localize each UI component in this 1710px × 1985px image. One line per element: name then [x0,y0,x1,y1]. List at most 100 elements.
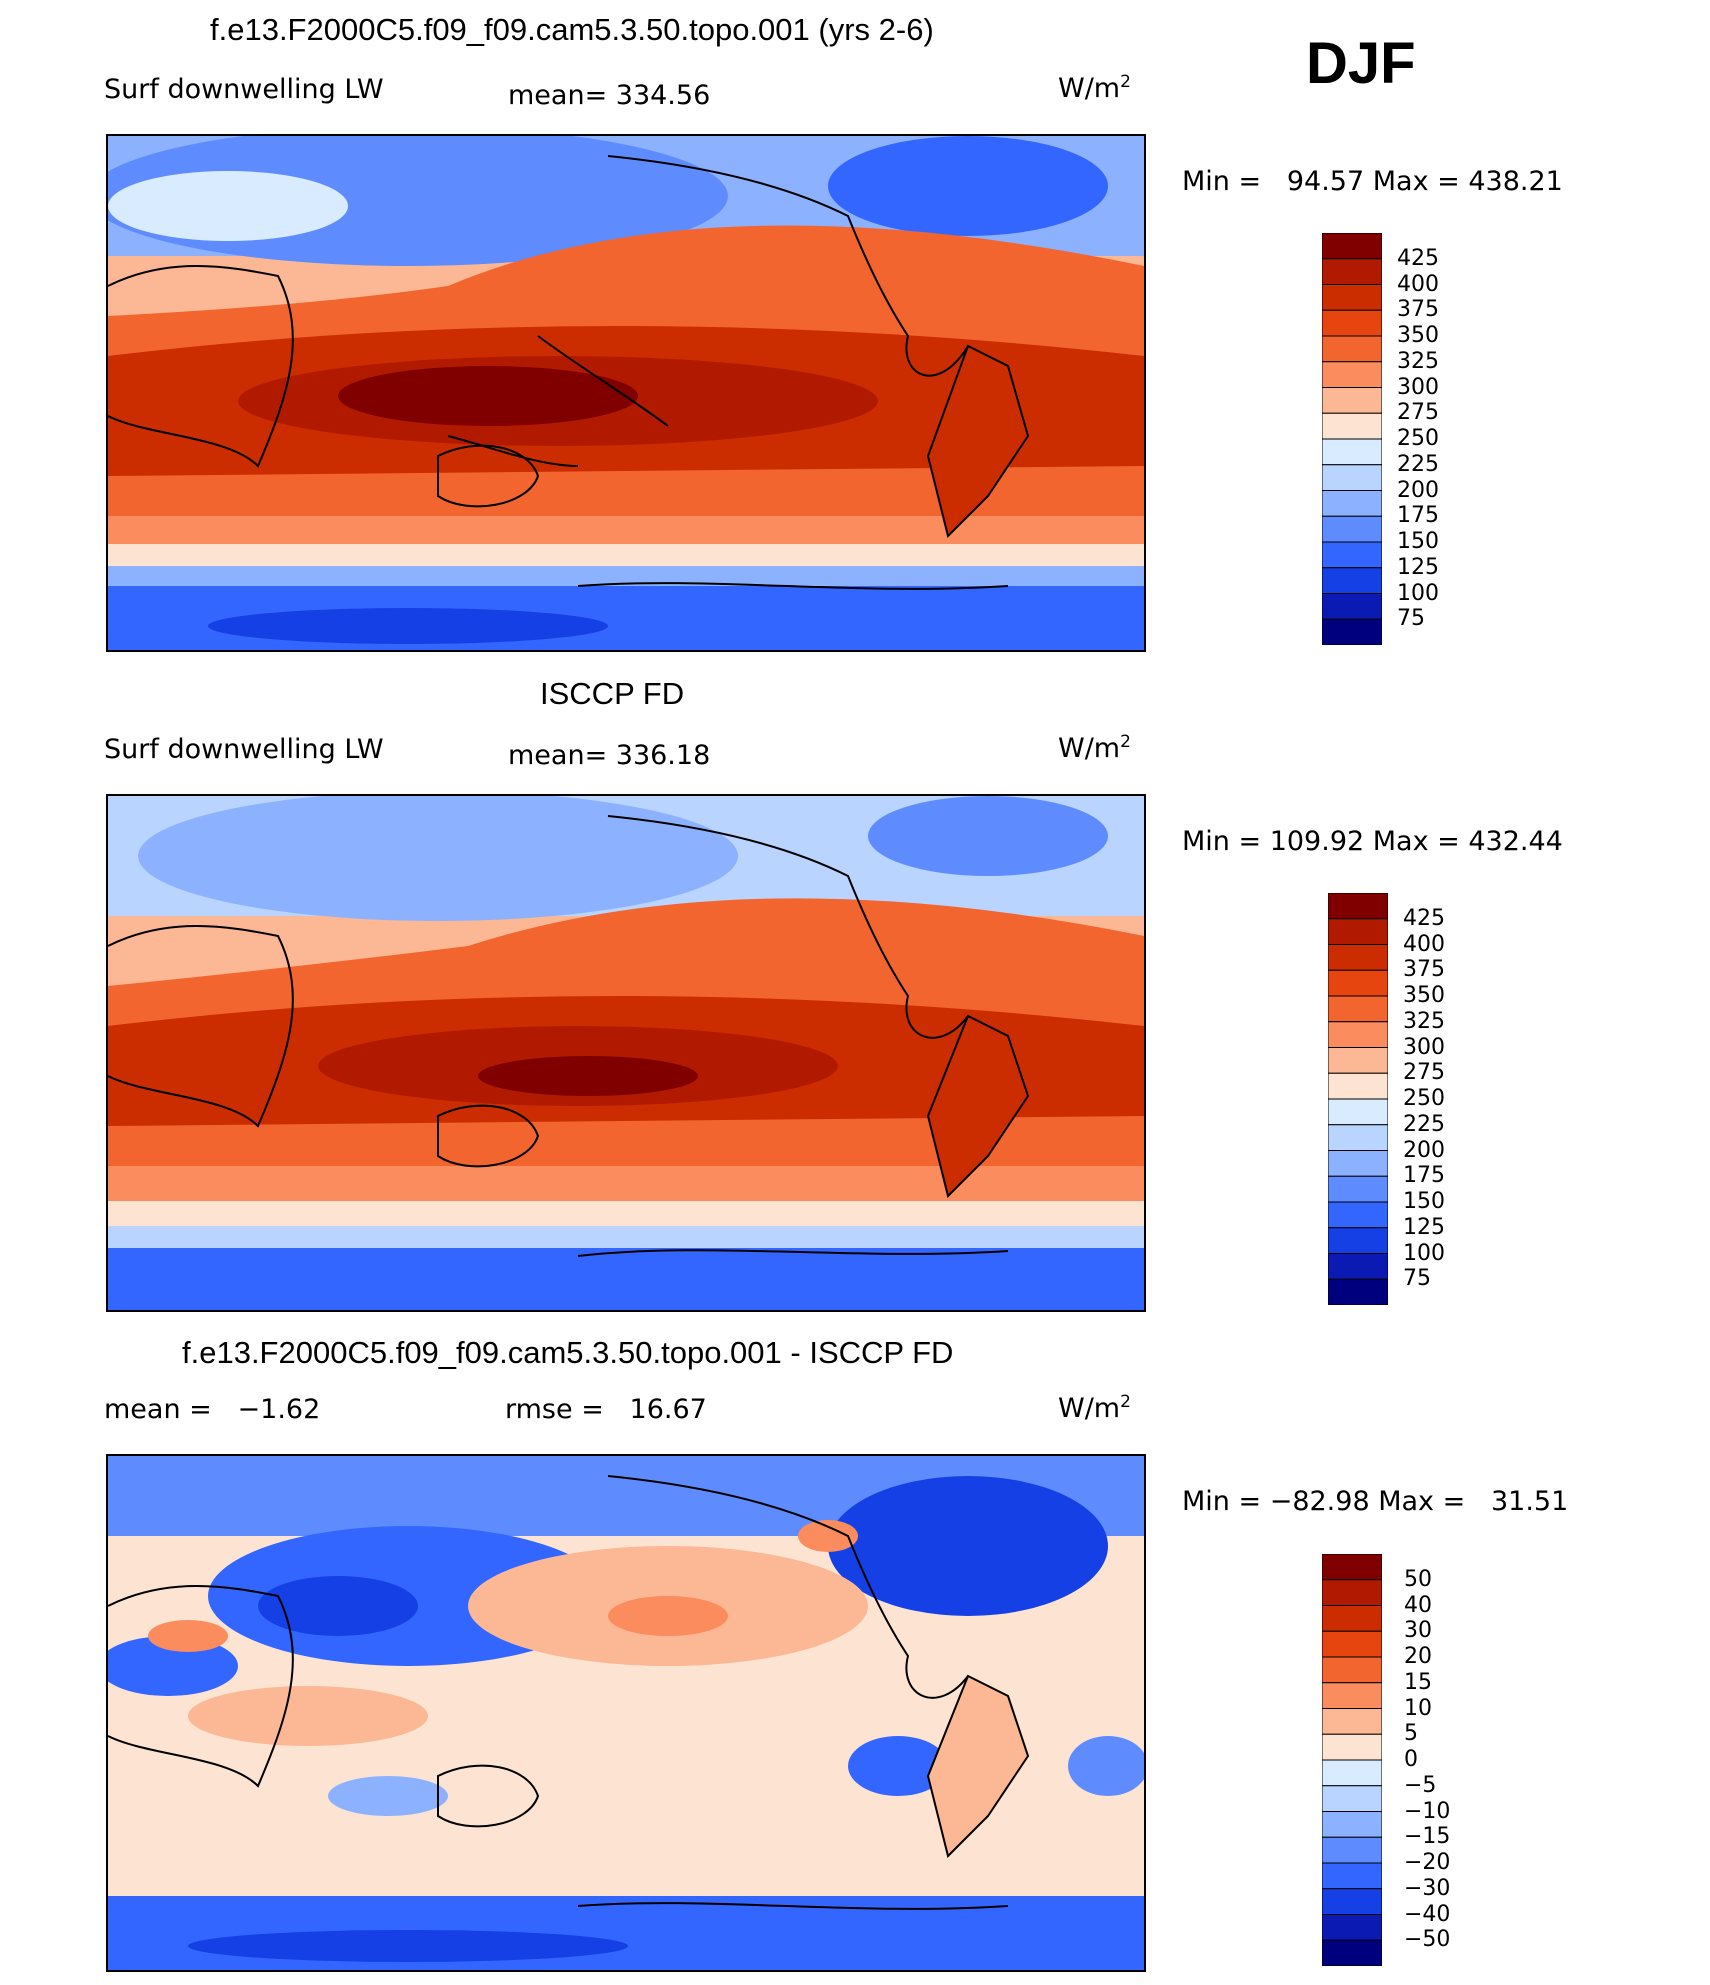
panel2-colorbar-tick-label: 325 [1403,1008,1445,1034]
panel1-colorbar-tick-label: 425 [1397,245,1439,271]
panel3-colorbar-tick-label: −20 [1404,1850,1451,1875]
panel2-colorbar-tick-label: 400 [1403,931,1445,957]
panel3-colorbar-tick-label: 40 [1404,1592,1432,1618]
panel1-colorbar-swatch [1322,412,1382,440]
panel2-colorbar-tick-label: 175 [1403,1163,1445,1189]
panel3-colorbar-tick-label: −10 [1404,1798,1451,1824]
panel1-colorbar-swatch [1322,567,1382,594]
panel1-colorbar-tick-label: 175 [1397,503,1439,529]
panel3-colorbar-tick-label: 30 [1404,1618,1432,1644]
panel2-colorbar-swatch [1328,1150,1388,1177]
panel2-colorbar-tick-label: 300 [1403,1034,1445,1060]
panel3-colorbar-swatch [1322,1836,1382,1864]
panel1-colorbar-swatch [1322,284,1382,311]
panel2-variable-label: Surf downwelling LW [104,734,384,765]
panel1-colorbar-swatch [1322,335,1382,363]
panel2-colorbar-tick-label: 75 [1403,1266,1431,1292]
panel2-mean-label: mean= 336.18 [508,740,711,771]
panel1-map [106,134,1146,652]
season-label: DJF [1306,31,1416,96]
panel2-colorbar-swatch [1328,1021,1388,1048]
panel1-colorbar-tick-label: 100 [1397,580,1439,606]
panel2-colorbar-swatch [1328,918,1388,945]
panel2-minmax: Min = 109.92 Max = 432.44 [1182,826,1563,857]
panel2-colorbar-swatch [1328,944,1388,971]
panel2-units: W/m2 [1058,732,1131,764]
panel3-colorbar-tick-label: 5 [1404,1721,1418,1747]
panel3-colorbar-swatch [1322,1579,1382,1606]
panel2-colorbar-tick-label: 425 [1403,905,1445,931]
panel3-colorbar-tick-label: −40 [1404,1901,1451,1927]
panel1-colorbar-tick-label: 125 [1397,554,1439,580]
panel3-colorbar-swatch [1322,1914,1382,1941]
panel3-colorbar-tick-label: 10 [1404,1695,1432,1721]
panel2-colorbar-tick-label: 250 [1403,1086,1445,1111]
panel3-minmax: Min = −82.98 Max = 31.51 [1182,1486,1569,1517]
panel3-colorbar-swatch [1322,1605,1382,1632]
panel2-colorbar-swatch [1328,1175,1388,1203]
panel3-colorbar-swatch [1322,1656,1382,1684]
panel3-rmse-label: rmse = 16.67 [505,1394,707,1425]
panel2-colorbar-swatch [1328,893,1388,920]
panel1-colorbar-swatch [1322,515,1382,543]
panel1-colorbar-tick-label: 300 [1397,374,1439,400]
panel3-colorbar-swatch [1322,1630,1382,1658]
panel1-colorbar-swatch [1322,490,1382,517]
panel3-mean-label: mean = −1.62 [104,1394,321,1425]
panel2-map [106,794,1146,1312]
panel3-colorbar-tick-label: 50 [1404,1566,1432,1592]
panel1-colorbar-tick-label: 400 [1397,271,1439,297]
panel2-colorbar-swatch [1328,1124,1388,1151]
panel1-colorbar-tick-label: 350 [1397,323,1439,348]
panel2-colorbar-swatch [1328,1047,1388,1074]
panel2-colorbar-tick-label: 225 [1403,1111,1445,1137]
panel1-mean-label: mean= 334.56 [508,80,711,111]
panel2-colorbar-tick-label: 200 [1403,1137,1445,1163]
panel3-colorbar-swatch [1322,1682,1382,1709]
panel1-colorbar-swatch [1322,618,1382,645]
panel1-colorbar-swatch [1322,464,1382,491]
panel3-colorbar-tick-label: 15 [1404,1669,1432,1695]
panel2-colorbar-swatch [1328,1227,1388,1254]
panel1-colorbar-swatch [1322,258,1382,285]
panel3-colorbar-swatch [1322,1759,1382,1787]
panel2-colorbar-swatch [1328,1201,1388,1229]
panel1-colorbar-swatch [1322,361,1382,388]
panel3-colorbar-tick-label: −5 [1404,1772,1437,1798]
panel3-map [106,1454,1146,1972]
panel1-colorbar-tick-label: 375 [1397,297,1439,323]
panel2-colorbar-swatch [1328,1253,1388,1280]
panel3-colorbar-tick-label: 20 [1404,1644,1432,1669]
panel3-colorbar-tick-label: −15 [1404,1824,1451,1850]
panel1-colorbar-swatch [1322,387,1382,414]
panel1-colorbar-tick-label: 225 [1397,451,1439,477]
panel1-variable-label: Surf downwelling LW [104,74,384,105]
panel1-colorbar-swatch [1322,593,1382,620]
panel3-colorbar-swatch [1322,1554,1382,1581]
panel3-colorbar-tick-label: −50 [1404,1927,1451,1953]
panel3-colorbar: 50 40 30 20 15 10 5 0 −5 −10 −15 −20 −30 −40 −50 [1322,1554,1482,1966]
panel3-colorbar-swatch [1322,1785,1382,1812]
panel3-title: f.e13.F2000C5.f09_f09.cam5.3.50.topo.001… [182,1335,954,1370]
panel1-colorbar-swatch [1322,309,1382,337]
panel2-colorbar-swatch [1328,969,1388,997]
panel2-colorbar-tick-label: 350 [1403,983,1445,1008]
panel1-colorbar-tick-label: 200 [1397,477,1439,503]
panel3-colorbar-swatch [1322,1708,1382,1735]
panel2-colorbar-swatch [1328,995,1388,1023]
panel2-colorbar-swatch [1328,1072,1388,1100]
panel2-colorbar-tick-label: 100 [1403,1240,1445,1266]
panel3-colorbar-tick-label: 0 [1404,1747,1418,1772]
panel1-colorbar-tick-label: 275 [1397,400,1439,426]
panel3-colorbar-swatch [1322,1733,1382,1761]
panel1-title: f.e13.F2000C5.f09_f09.cam5.3.50.topo.001… [210,12,934,47]
panel1-colorbar-tick-label: 75 [1397,606,1425,632]
panel3-colorbar-swatch [1322,1939,1382,1966]
panel2-colorbar-tick-label: 275 [1403,1060,1445,1086]
panel3-units: W/m2 [1058,1392,1131,1424]
panel1-colorbar-swatch [1322,541,1382,569]
panel1-colorbar-tick-label: 250 [1397,426,1439,451]
panel1-colorbar-swatch [1322,233,1382,260]
panel3-colorbar-tick-label: −30 [1404,1875,1451,1901]
panel2-colorbar-tick-label: 125 [1403,1214,1445,1240]
